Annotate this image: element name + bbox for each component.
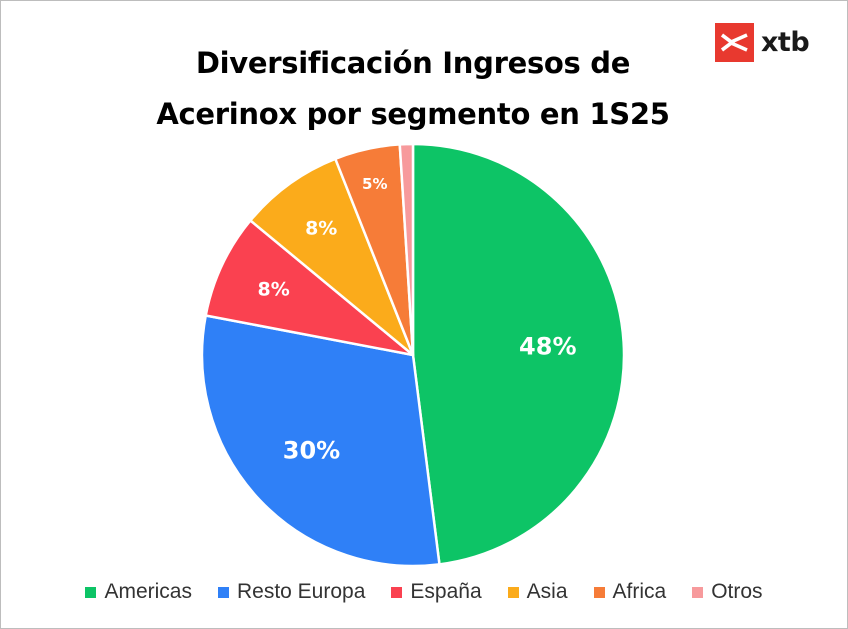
legend-label: Americas <box>104 580 192 603</box>
legend-swatch <box>85 586 97 598</box>
chart-legend: Americas Resto Europa España Asia Africa Otro… <box>0 580 848 604</box>
legend-label: Otros <box>711 580 763 603</box>
pie-slice-otros <box>398 142 415 357</box>
legend-item-africa: Africa <box>593 580 667 604</box>
pie-slice-asia <box>249 157 415 357</box>
slice-label-americas: 48% <box>519 333 576 361</box>
legend-swatch <box>507 586 519 598</box>
legend-swatch <box>593 586 605 598</box>
legend-label: España <box>410 580 482 603</box>
chart-title: Diversificación Ingresos de Acerinox por… <box>60 38 766 140</box>
legend-label: Asia <box>526 580 568 603</box>
chart-title-line-1: Diversificación Ingresos de <box>195 46 631 80</box>
xtb-logo-text: xtb <box>761 27 810 58</box>
slice-label-españa: 8% <box>257 278 289 300</box>
legend-item-americas: Americas <box>85 580 192 604</box>
pie-slice-resto-europa <box>200 314 441 568</box>
legend-swatch <box>217 586 229 598</box>
legend-swatch <box>391 586 403 598</box>
legend-label: Resto Europa <box>236 580 366 603</box>
slice-label-resto-europa: 30% <box>283 436 340 464</box>
legend-label: Africa <box>612 580 667 603</box>
pie-slice-españa <box>204 219 415 357</box>
legend-item-españa: España <box>391 580 482 604</box>
chart-title-line-2: Acerinox por segmento en 1S25 <box>156 97 670 131</box>
legend-swatch <box>692 586 704 598</box>
pie-slice-americas <box>411 142 626 566</box>
xtb-logo: xtb <box>715 23 810 62</box>
xtb-logo-mark-icon <box>715 23 754 62</box>
slice-label-africa: 5% <box>362 175 387 193</box>
slice-label-asia: 8% <box>305 218 337 240</box>
legend-item-resto-europa: Resto Europa <box>217 580 366 604</box>
legend-item-asia: Asia <box>507 580 568 604</box>
legend-item-otros: Otros <box>692 580 763 604</box>
